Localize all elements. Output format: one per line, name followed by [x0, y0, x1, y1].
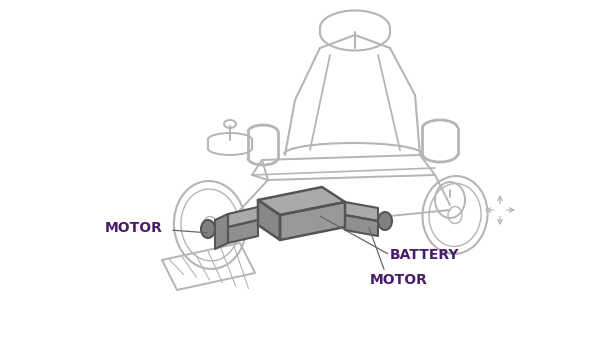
Polygon shape — [258, 187, 345, 215]
Text: BATTERY: BATTERY — [390, 248, 460, 262]
Text: MOTOR: MOTOR — [105, 221, 163, 235]
Ellipse shape — [378, 212, 392, 230]
Polygon shape — [228, 207, 258, 227]
Polygon shape — [215, 214, 228, 249]
Polygon shape — [280, 202, 345, 240]
Polygon shape — [228, 220, 258, 243]
Polygon shape — [345, 215, 378, 236]
Text: MOTOR: MOTOR — [370, 273, 428, 287]
Polygon shape — [258, 200, 280, 240]
Ellipse shape — [201, 220, 215, 238]
Polygon shape — [345, 202, 378, 221]
